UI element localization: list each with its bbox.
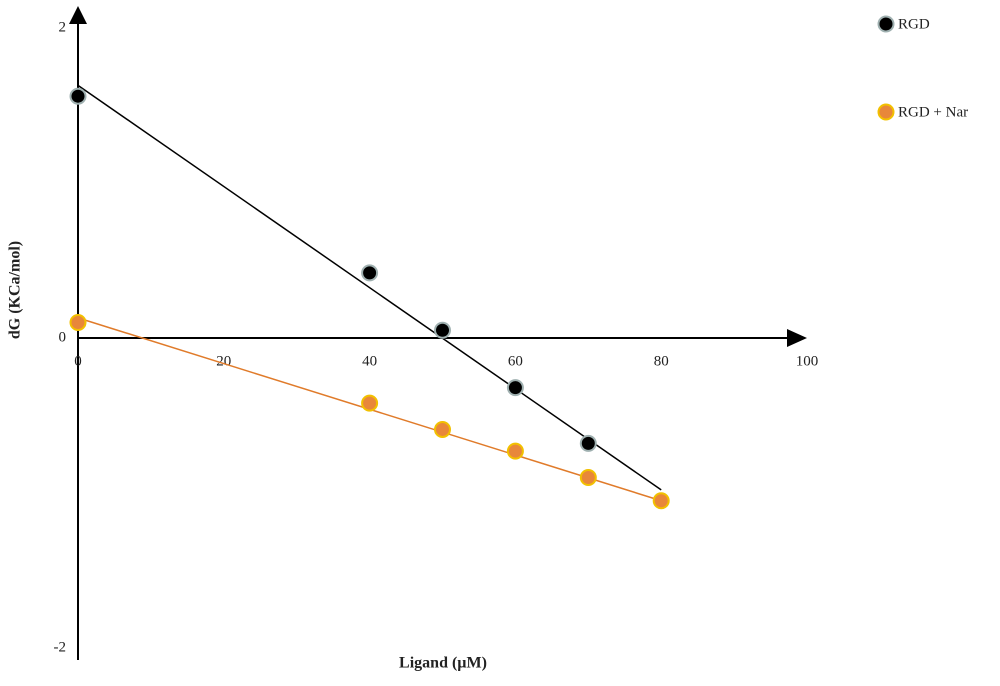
legend-label: RGD — [898, 16, 930, 32]
legend-marker — [877, 15, 895, 33]
data-point — [579, 434, 597, 452]
x-axis-arrow — [787, 329, 807, 347]
legend-label: RGD + Nar — [898, 104, 968, 120]
data-point — [69, 87, 87, 105]
x-tick-label: 80 — [654, 353, 669, 369]
x-axis-title: Ligand (µM) — [399, 655, 487, 672]
data-point — [361, 264, 379, 282]
data-point — [506, 442, 524, 460]
data-point — [69, 314, 87, 331]
x-tick-label: 0 — [74, 353, 82, 369]
data-point — [652, 492, 670, 510]
x-tick-label: 60 — [508, 353, 523, 369]
legend-marker — [877, 103, 895, 121]
x-tick-label: 100 — [796, 353, 819, 369]
data-point — [361, 394, 379, 412]
y-axis-arrow — [69, 6, 87, 24]
fit-line — [77, 84, 662, 491]
data-point — [506, 379, 524, 397]
data-point — [434, 420, 451, 438]
y-axis-title: dG (KCa/mol) — [7, 241, 24, 339]
data-point — [434, 321, 451, 339]
data-point — [579, 469, 597, 486]
x-tick-label: 40 — [362, 353, 377, 369]
y-tick-label: 2 — [59, 19, 67, 35]
y-tick-label: -2 — [54, 639, 67, 655]
y-tick-label: 0 — [59, 329, 67, 345]
